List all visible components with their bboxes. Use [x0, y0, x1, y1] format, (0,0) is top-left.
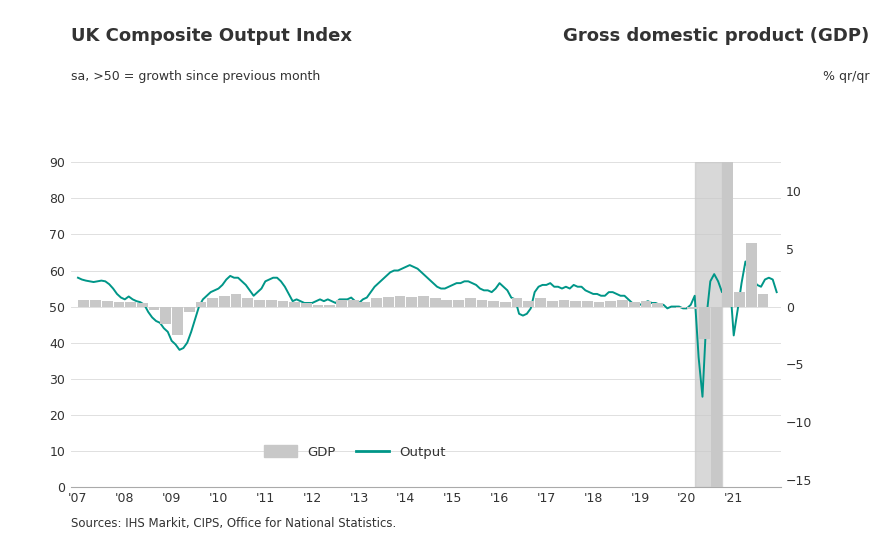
Bar	[429, 299, 440, 307]
Bar	[160, 307, 171, 324]
Bar	[605, 301, 616, 307]
Bar	[336, 300, 346, 307]
Bar	[242, 299, 253, 307]
Bar	[207, 299, 218, 307]
Bar	[289, 302, 299, 307]
Bar	[651, 303, 662, 307]
Bar	[253, 300, 265, 307]
Bar	[453, 300, 463, 307]
Bar	[617, 300, 627, 307]
Bar	[523, 301, 533, 307]
Bar	[113, 302, 124, 307]
Legend: GDP, Output: GDP, Output	[259, 440, 450, 464]
Bar	[464, 299, 475, 307]
Bar	[183, 307, 194, 312]
Bar	[628, 302, 639, 307]
Bar	[694, 162, 721, 487]
Bar	[324, 306, 335, 307]
Bar	[722, 111, 733, 307]
Bar	[710, 307, 720, 535]
Bar	[266, 300, 276, 307]
Bar	[547, 301, 557, 307]
Bar	[745, 243, 756, 307]
Bar	[570, 301, 580, 307]
Bar	[394, 296, 405, 307]
Bar	[347, 300, 358, 307]
Bar	[277, 301, 288, 307]
Bar	[675, 307, 686, 308]
Bar	[487, 301, 499, 307]
Bar	[534, 299, 545, 307]
Bar	[698, 307, 709, 339]
Bar	[558, 300, 569, 307]
Bar	[90, 300, 101, 307]
Bar	[195, 302, 206, 307]
Bar	[230, 294, 241, 307]
Bar	[312, 306, 323, 307]
Bar	[300, 303, 311, 307]
Bar	[687, 307, 697, 309]
Bar	[640, 301, 650, 307]
Bar	[500, 302, 510, 307]
Bar	[383, 298, 393, 307]
Bar	[417, 296, 428, 307]
Bar	[511, 299, 522, 307]
Bar	[78, 300, 89, 307]
Bar	[406, 298, 416, 307]
Bar	[149, 307, 159, 310]
Text: % qr/qr: % qr/qr	[822, 70, 868, 83]
Bar	[757, 294, 767, 307]
Text: sa, >50 = growth since previous month: sa, >50 = growth since previous month	[71, 70, 320, 83]
Bar	[734, 292, 744, 307]
Bar	[476, 300, 486, 307]
Bar	[102, 301, 113, 307]
Bar	[581, 301, 592, 307]
Text: Sources: IHS Markit, CIPS, Office for National Statistics.: Sources: IHS Markit, CIPS, Office for Na…	[71, 517, 396, 530]
Bar	[172, 307, 183, 335]
Bar	[593, 302, 603, 307]
Bar	[219, 296, 229, 307]
Text: UK Composite Output Index: UK Composite Output Index	[71, 27, 352, 45]
Bar	[136, 303, 148, 307]
Bar	[125, 302, 136, 307]
Text: Gross domestic product (GDP): Gross domestic product (GDP)	[563, 27, 868, 45]
Bar	[441, 300, 452, 307]
Bar	[370, 299, 382, 307]
Bar	[359, 302, 369, 307]
